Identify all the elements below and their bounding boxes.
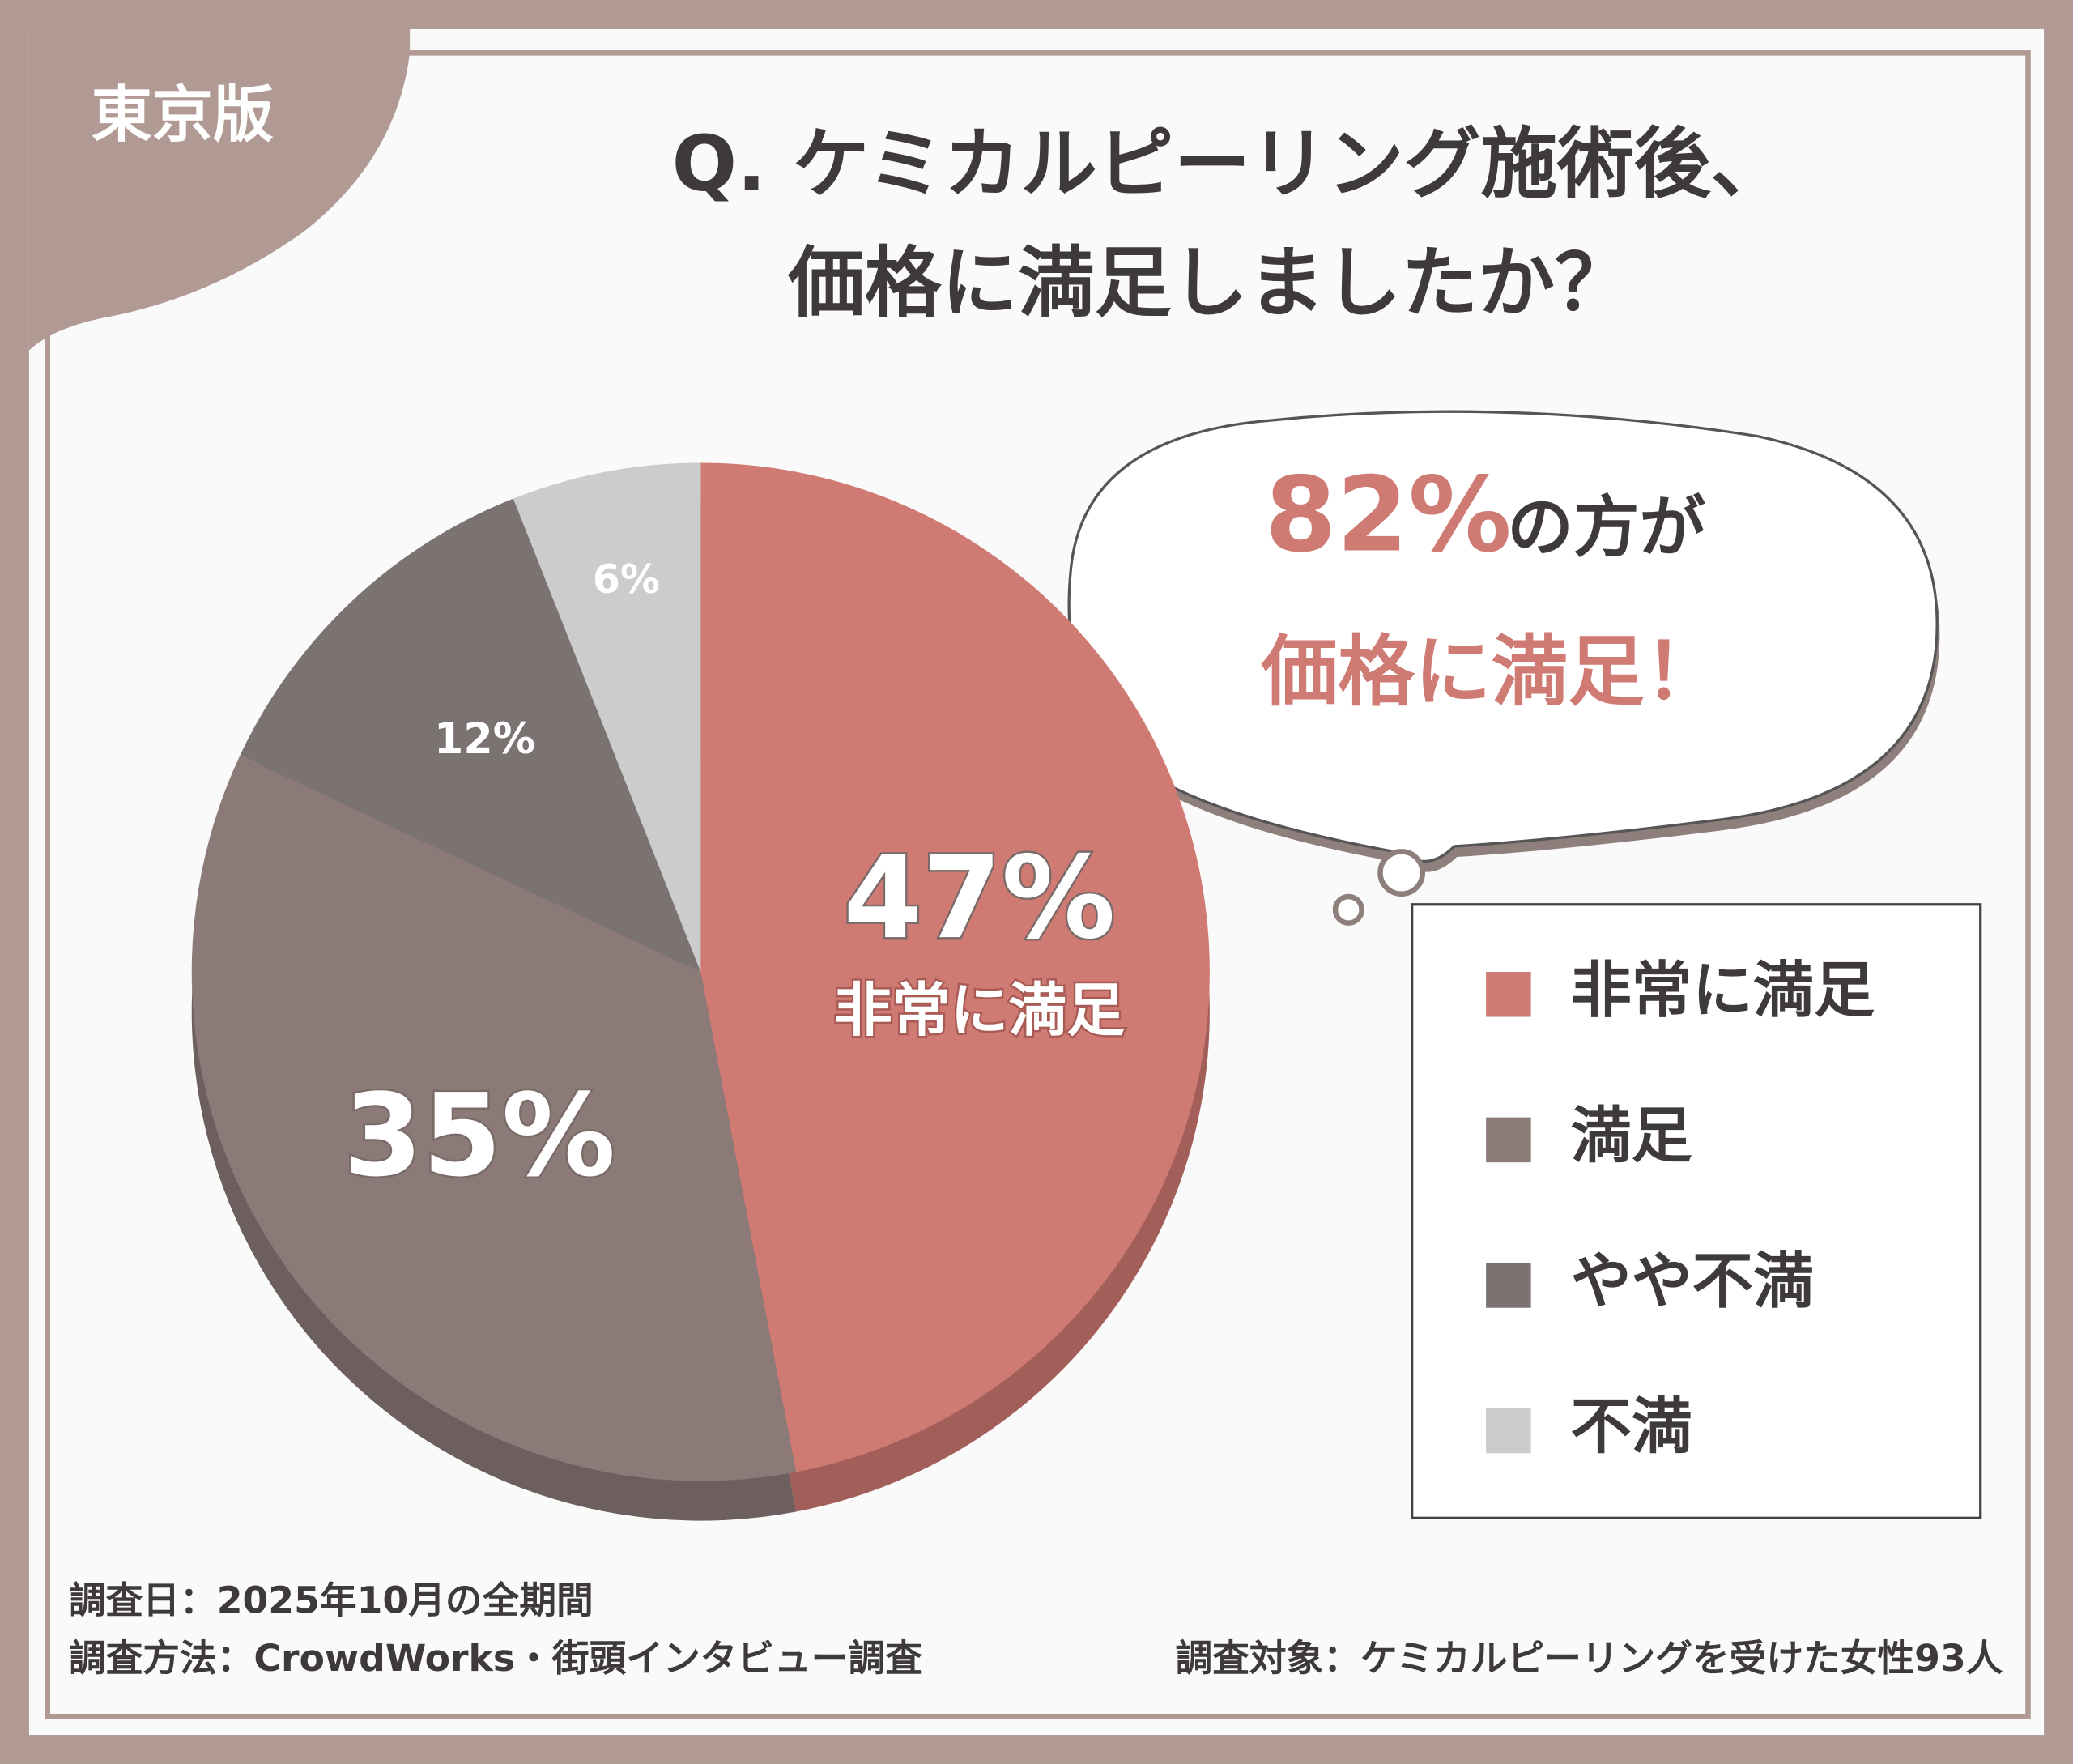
chart-title: Q. ケミカルピーリング施術後、 [672,120,1788,209]
data-label: 12% [434,715,535,764]
footer: 調査日：2025年10月の全期間 [69,1579,594,1621]
callout: 82% の方が 価格に満足！ [1067,410,1940,926]
data-label: 35% [343,1070,615,1202]
legend-label: やや不満 [1571,1245,1814,1316]
badge: 東京版 [92,79,274,150]
category-label: 非常に満足 [834,976,1125,1044]
legend-label: 不満 [1571,1391,1692,1462]
pie-slice [700,462,1210,1472]
pie-slice [191,755,797,1481]
data-label: 47% [843,833,1115,965]
legend-swatch [1486,1263,1531,1308]
footer: 調査対象：ケミカルピーリングを受けた女性93人 [1175,1637,2003,1680]
callout-line: 価格に満足！ [1261,628,1722,717]
callout-dot [1377,849,1425,897]
pie-slice [513,462,701,973]
pie: 47% 非常に満足 35% 12% 6% [191,462,1210,1521]
callout-text: の方が [1507,489,1705,566]
callout-dot [1332,893,1364,926]
data-label: 6% [593,556,660,603]
pie-slice [240,498,701,973]
legend-swatch [1486,1408,1531,1454]
footer: 調査方法：CrowdWorks・街頭インタビュー調査 [69,1637,922,1680]
legend-label: 満足 [1571,1100,1692,1171]
legend-swatch [1486,1117,1531,1163]
badge-shape [0,0,411,351]
legend-label: 非常に満足 [1571,954,1875,1025]
inner-border [45,50,2031,1719]
chart-title: 価格に満足しましたか？ [787,239,1632,328]
legend-swatch [1486,972,1531,1017]
callout-value: 82% [1265,456,1512,576]
